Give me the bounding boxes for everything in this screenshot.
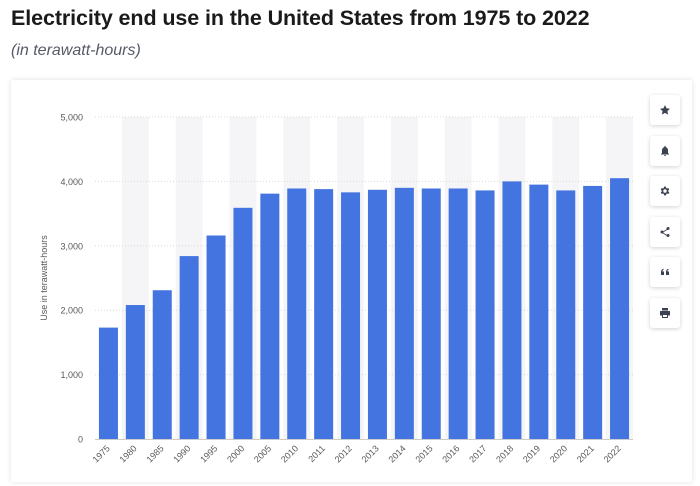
x-tick-label: 2011: [306, 443, 327, 464]
x-tick-label: 2013: [360, 443, 381, 464]
x-tick-label: 2016: [440, 443, 461, 464]
bar: [287, 188, 307, 439]
gear-icon: [660, 186, 670, 196]
x-tick-label: 2021: [575, 443, 596, 464]
x-tick-label: 2005: [252, 443, 273, 464]
bar: [394, 187, 414, 439]
y-tick-label: 5,000: [60, 113, 83, 123]
x-tick-label: 2015: [413, 443, 434, 464]
x-tick-label: 2010: [279, 443, 300, 464]
bar: [233, 207, 253, 439]
bar: [367, 189, 387, 439]
y-tick-label: 1,000: [60, 370, 83, 380]
y-tick-label: 2,000: [60, 306, 83, 316]
bar: [502, 181, 522, 439]
y-tick-label: 3,000: [60, 241, 83, 251]
bar: [260, 193, 280, 439]
quote-icon: [661, 268, 669, 275]
x-tick-label: 1980: [118, 443, 139, 464]
bar: [98, 327, 118, 439]
x-tick-label: 1995: [198, 443, 219, 464]
bar: [152, 290, 172, 439]
chart-title: Electricity end use in the United States…: [11, 6, 590, 30]
bar: [448, 188, 468, 439]
x-tick-label: 1985: [144, 443, 165, 464]
print-icon: [660, 307, 670, 318]
bar: [206, 235, 226, 439]
bar: [556, 190, 576, 439]
bar: [475, 190, 495, 439]
bar: [341, 192, 361, 439]
y-axis-title: Use in terawatt-hours: [39, 235, 49, 321]
share-button[interactable]: [650, 216, 680, 247]
x-tick-label: 2000: [225, 443, 246, 464]
y-tick-label: 4,000: [60, 177, 83, 187]
settings-button[interactable]: [650, 176, 680, 206]
share-icon: [660, 226, 670, 237]
chart-toolbar: [650, 95, 680, 338]
x-tick-label: 2018: [494, 443, 515, 464]
x-tick-label: 2012: [333, 443, 354, 464]
y-tick-label: 0: [78, 435, 83, 445]
bar: [610, 178, 630, 439]
cite-button[interactable]: [650, 257, 680, 287]
notification-button[interactable]: [650, 135, 680, 166]
x-tick-label: 2019: [521, 443, 542, 464]
x-tick-label: 1990: [171, 443, 192, 464]
x-tick-label: 2020: [548, 443, 569, 464]
print-button[interactable]: [650, 297, 680, 328]
x-tick-label: 1975: [91, 443, 112, 464]
bar: [529, 184, 549, 439]
bell-icon: [661, 145, 669, 156]
x-tick-label: 2014: [387, 443, 408, 464]
x-tick-label: 2017: [467, 443, 488, 464]
bar: [125, 305, 145, 439]
bar: [179, 256, 199, 439]
chart-subtitle: (in terawatt-hours): [11, 42, 141, 59]
bar: [314, 189, 334, 439]
bar: [421, 188, 441, 439]
bar: [583, 185, 603, 439]
favorite-button[interactable]: [650, 95, 680, 125]
x-tick-label: 2022: [602, 443, 623, 464]
star-icon: [660, 105, 670, 115]
